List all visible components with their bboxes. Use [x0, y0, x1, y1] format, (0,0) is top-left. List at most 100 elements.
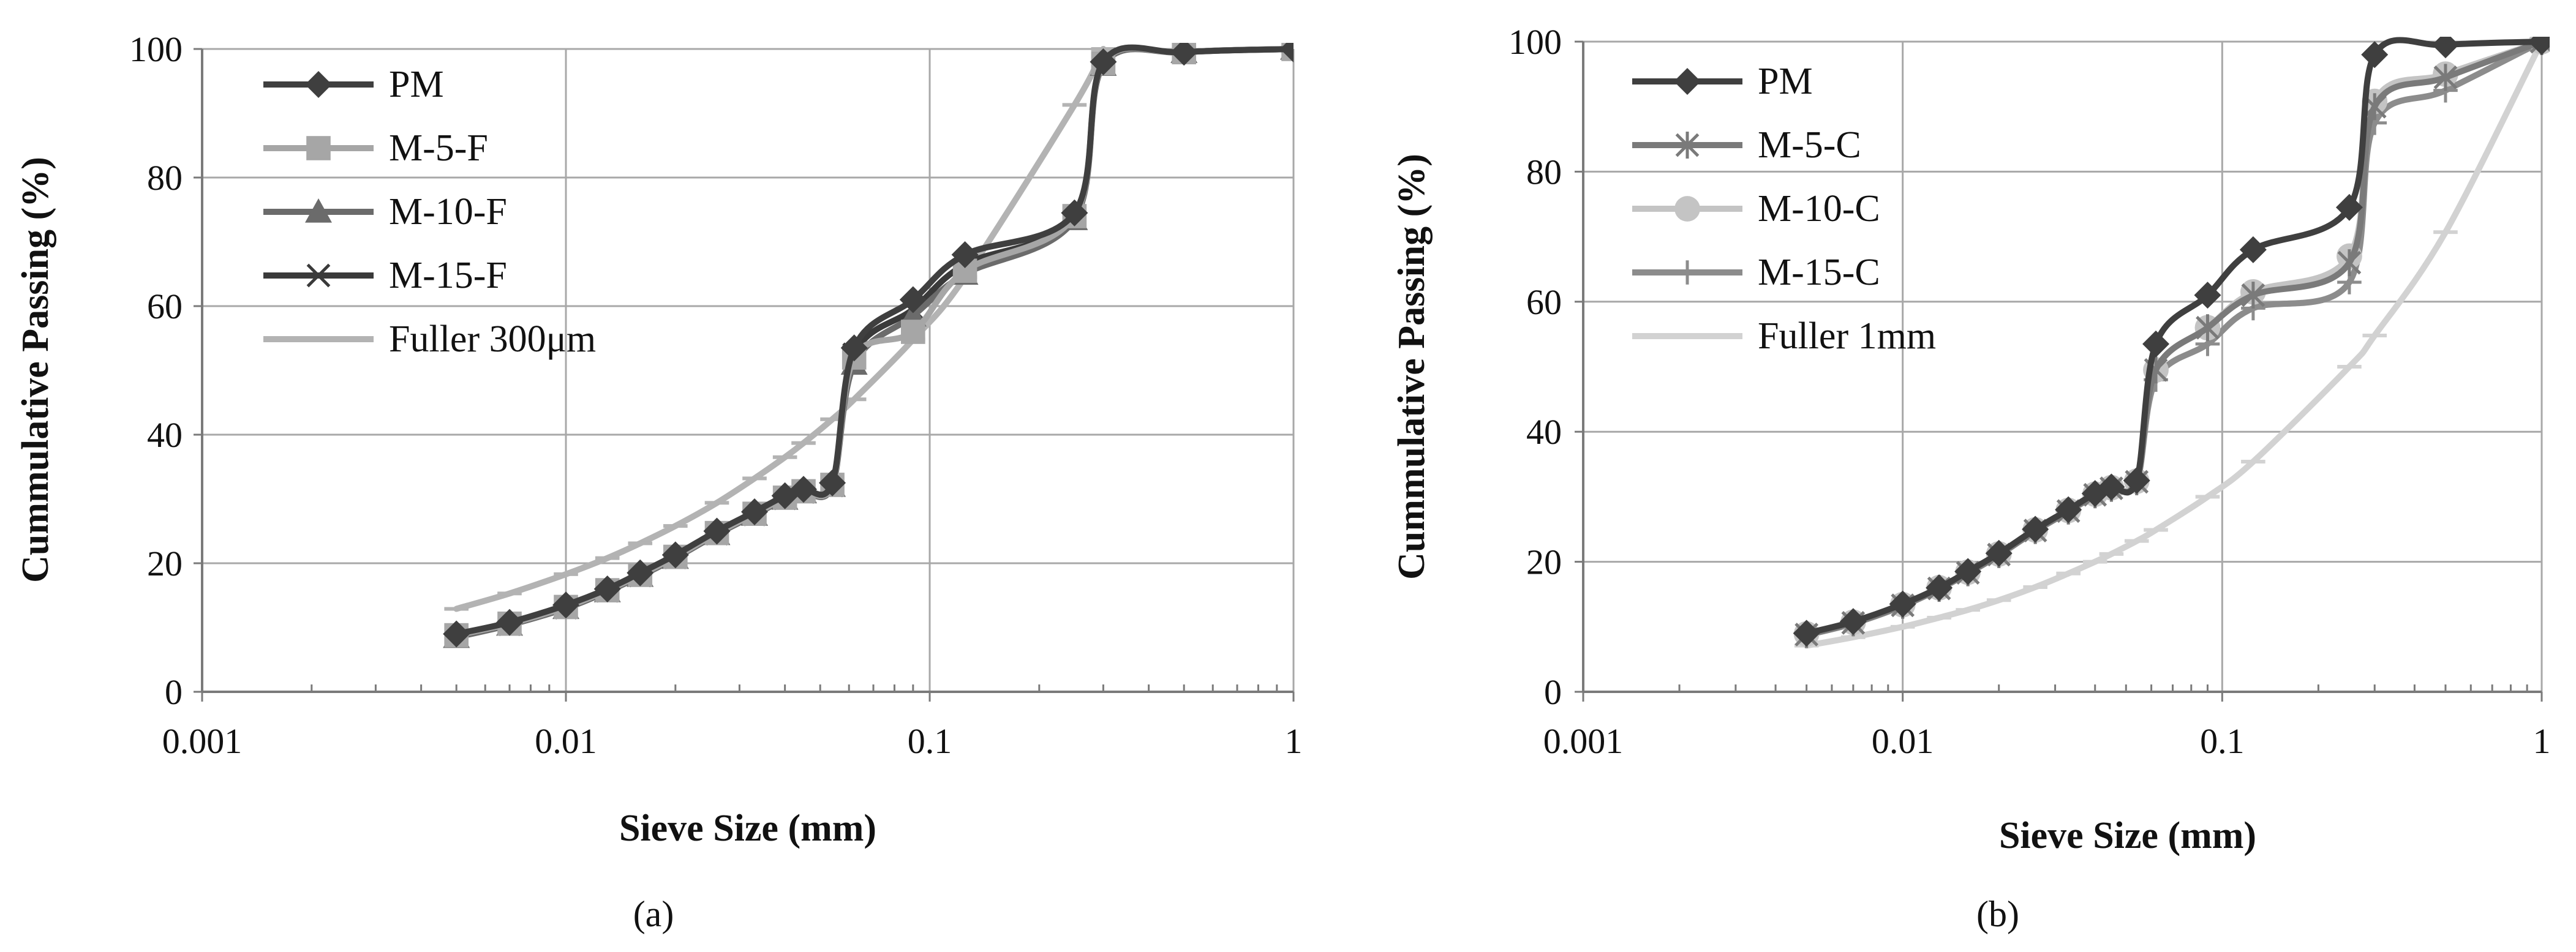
- series-pm: [443, 43, 1294, 648]
- y-tick-label: 20: [1526, 542, 1562, 582]
- data-point-pm: [2239, 236, 2267, 263]
- x-tick-label: 1: [2533, 721, 2551, 761]
- y-tick-label: 100: [129, 29, 183, 69]
- data-point-pm: [1090, 48, 1117, 75]
- data-point-m-5-f: [901, 320, 925, 344]
- data-point-pm: [2123, 467, 2150, 494]
- x-tick-label: 0.01: [535, 721, 597, 761]
- data-point-fuller-1mm: [2056, 571, 2081, 575]
- data-point-pm: [1954, 558, 1982, 585]
- data-point-fuller-1mm: [1986, 598, 2011, 602]
- series-pm: [1793, 37, 2550, 647]
- data-point-pm: [899, 286, 927, 313]
- data-point-pm: [495, 609, 523, 636]
- y-axis-label-b: Cummulative Passing (%): [1391, 154, 1433, 580]
- chart-panel-b: 0 20 40 60 80 100 0.001 0.01 0.1 1 PM M-5-C M-10-C M…: [1391, 22, 2551, 934]
- y-tick-label: 40: [147, 415, 183, 455]
- y-tick-label: 100: [1508, 22, 1562, 62]
- data-point-pm: [593, 575, 621, 602]
- x-tick-label: 1: [1285, 721, 1303, 761]
- data-point-m-5-c: [2433, 64, 2458, 91]
- legend-b: PM M-5-C M-10-C M-15-C Fuller 1mm: [1632, 61, 1936, 357]
- gridlines-a: [202, 48, 1295, 692]
- data-point-pm: [1985, 539, 2013, 567]
- data-point-fuller-1mm: [2124, 539, 2149, 543]
- data-point-pm: [790, 476, 818, 503]
- x-tick-label: 0.001: [1543, 721, 1624, 761]
- x-tick-label: 0.01: [1872, 721, 1934, 761]
- data-point-fuller-1mm: [1890, 624, 1915, 629]
- y-tick-label: 40: [1526, 412, 1562, 452]
- legend-swatch-marker: [305, 71, 332, 98]
- data-point-pm: [703, 517, 731, 545]
- data-point-fuller-1mm: [2241, 460, 2265, 464]
- data-point-m-5-c: [2196, 314, 2220, 342]
- panel-label-b: (b): [1976, 894, 2019, 934]
- data-point-fuller-1mm: [2082, 560, 2107, 564]
- data-point-pm: [1170, 43, 1198, 66]
- x-axis-label-a: Sieve Size (mm): [619, 808, 876, 849]
- data-point-fuller-1mm: [1927, 615, 1951, 620]
- axes-b: [1582, 42, 2542, 693]
- y-tick-label: 0: [1544, 672, 1562, 712]
- panel-label-a: (a): [633, 894, 674, 934]
- x-axis-label-b: Sieve Size (mm): [1999, 815, 2256, 856]
- y-axis-label-a: Cummulative Passing (%): [15, 157, 56, 583]
- data-point-pm: [1889, 590, 1916, 618]
- data-point-m-5-c: [2337, 249, 2362, 277]
- x-tick-label: 0.1: [908, 721, 952, 761]
- y-tick-label: 0: [165, 672, 183, 712]
- data-point-fuller-300-m: [497, 591, 522, 596]
- data-point-fuller-300-m: [554, 572, 578, 576]
- legend-item-m-10-c: M-10-C: [1632, 188, 1880, 230]
- data-point-pm: [661, 541, 689, 569]
- legend-label: M-10-F: [389, 191, 507, 233]
- data-point-pm: [2142, 330, 2170, 358]
- y-tick-label: 20: [147, 544, 183, 583]
- data-point-fuller-300-m: [444, 607, 469, 611]
- data-point-pm: [2528, 37, 2550, 55]
- legend-label: PM: [1758, 61, 1813, 102]
- data-point-fuller-1mm: [2195, 495, 2220, 499]
- data-point-fuller-300-m: [663, 524, 688, 528]
- gridlines-b: [1583, 40, 2543, 692]
- data-point-pm: [443, 620, 470, 648]
- data-point-fuller-1mm: [2433, 230, 2458, 234]
- data-point-pm: [740, 498, 768, 525]
- data-point-pm: [1839, 608, 1867, 635]
- ticks-a: 0 20 40 60 80 100 0.001 0.01 0.1 1: [129, 29, 1303, 761]
- data-point-fuller-300-m: [742, 476, 767, 481]
- x-tick-label: 0.1: [2200, 721, 2245, 761]
- x-tick-label: 0.001: [162, 721, 243, 761]
- legend-item-pm: PM: [263, 64, 444, 105]
- data-point-pm: [552, 591, 579, 619]
- data-point-m-5-c: [2241, 282, 2265, 309]
- data-point-fuller-1mm: [2144, 528, 2168, 532]
- y-tick-label: 60: [1526, 282, 1562, 322]
- legend-item-m-15-c: M-15-C: [1632, 252, 1880, 293]
- legend-swatch-marker: [1675, 132, 1700, 159]
- data-point-pm: [1061, 199, 1088, 227]
- data-point-fuller-300-m: [704, 501, 729, 505]
- data-point-fuller-1mm: [2337, 365, 2362, 369]
- series-layer-b: [1793, 37, 2550, 649]
- legend-swatch-marker: [1675, 260, 1700, 285]
- data-point-fuller-1mm: [2362, 334, 2387, 338]
- legend-label: PM: [389, 64, 444, 105]
- legend-label: M-10-C: [1758, 188, 1880, 230]
- data-point-fuller-300-m: [791, 441, 816, 445]
- data-point-pm: [2055, 496, 2082, 523]
- legend-item-m-10-f: M-10-F: [263, 191, 507, 233]
- data-point-fuller-300-m: [820, 417, 845, 421]
- data-point-fuller-300-m: [1062, 103, 1087, 107]
- data-point-pm: [1280, 43, 1294, 62]
- data-point-fuller-1mm: [1841, 635, 1866, 639]
- legend-label: Fuller 300μm: [389, 318, 596, 360]
- series-layer-a: [443, 43, 1294, 648]
- axes-a: [201, 49, 1294, 693]
- legend-a: PM M-5-F M-10-F M-15-F Fuller 300μm: [263, 64, 596, 360]
- legend-item-m-5-c: M-5-C: [1632, 124, 1861, 166]
- legend-item-pm: PM: [1632, 61, 1813, 102]
- data-point-fuller-1mm: [2099, 552, 2124, 556]
- data-point-pm: [2098, 473, 2125, 501]
